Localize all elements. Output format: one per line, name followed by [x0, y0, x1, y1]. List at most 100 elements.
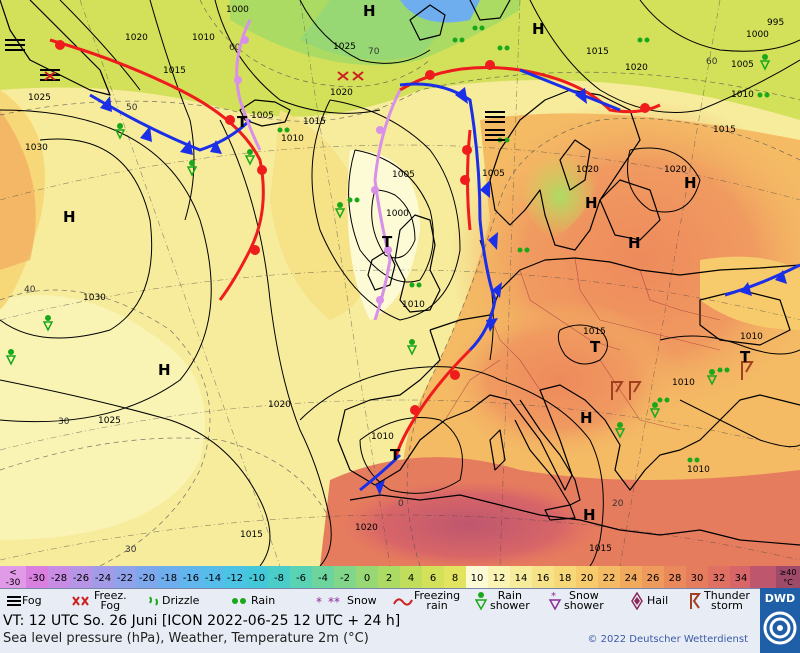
scale-cell: [180, 566, 202, 588]
scale-cell: [48, 566, 70, 588]
valid-time: VT: 12 UTC So. 26 Juni [ICON 2022-06-25 …: [3, 613, 401, 629]
scale-label: -24: [95, 573, 111, 584]
weather-map: 30 0 30 40 50 60 70 60 20: [0, 0, 800, 566]
scale-label: 0: [364, 573, 370, 584]
drizzle-icon: [149, 596, 158, 606]
scale-cell: [312, 566, 334, 588]
rain-shower-symbols: [5, 54, 771, 439]
scale-label: -8: [274, 573, 284, 584]
svg-text:50: 50: [126, 103, 138, 113]
scale-cell: [202, 566, 224, 588]
low-center: T: [390, 446, 401, 464]
high-center: H: [585, 194, 598, 212]
scale-label: 32: [713, 573, 726, 584]
scale-high-end-label: ≥40: [780, 568, 797, 577]
scale-label: -6: [296, 573, 306, 584]
pressure-centers: H H H H H H H H H T T T T T: [63, 2, 751, 524]
scale-label: 2: [386, 573, 392, 584]
rain-symbols: [277, 25, 770, 463]
scale-label: -16: [183, 573, 199, 584]
svg-text:1025: 1025: [28, 93, 51, 103]
map-info-panel: VT: 12 UTC So. 26 Juni [ICON 2022-06-25 …: [0, 612, 760, 653]
svg-text:1015: 1015: [163, 66, 186, 76]
scale-38-cell: [750, 566, 776, 588]
svg-text:*: *: [551, 591, 556, 602]
scale-label: -28: [51, 573, 67, 584]
scale-label: 12: [493, 573, 506, 584]
legend-rain-shower: Rain shower: [474, 589, 530, 613]
scale-label: 8: [452, 573, 458, 584]
legend-snow-shower: * Snow shower: [548, 589, 604, 613]
high-center: H: [684, 174, 697, 192]
scale-cell: [488, 566, 510, 588]
svg-text:1000: 1000: [386, 209, 409, 219]
legend-freezing-fog: Freez. Fog: [72, 589, 127, 613]
scale-cell: [554, 566, 576, 588]
scale-label: -26: [73, 573, 89, 584]
high-center: H: [628, 234, 641, 252]
svg-text:1025: 1025: [98, 416, 121, 426]
low-center: T: [740, 348, 751, 366]
isobar-labels: 1000 1010 1020 1025 1015 1005 1010 1000 …: [25, 5, 784, 554]
svg-text:1015: 1015: [240, 530, 263, 540]
scale-low-end: [0, 566, 26, 588]
scale-cell: [444, 566, 466, 588]
fog-icon: [7, 596, 21, 606]
scale-high-end-unit: °C: [783, 578, 793, 587]
scale-cell: [730, 566, 752, 588]
svg-text:1020: 1020: [625, 63, 648, 73]
scale-label: -20: [139, 573, 155, 584]
scale-low-end-label: -30: [6, 578, 21, 588]
scale-cell: [466, 566, 488, 588]
scale-cell: [422, 566, 444, 588]
svg-text:1020: 1020: [330, 88, 353, 98]
scale-cell: [268, 566, 290, 588]
scale-cell: [136, 566, 158, 588]
weather-legend: Fog Freez. Fog Drizzle Rain * ** Snow Fre…: [0, 588, 760, 614]
freezing-fog-icon: [72, 596, 89, 606]
rain-shower-icon: [474, 592, 488, 611]
scale-cell: [224, 566, 246, 588]
scale-label: 24: [625, 573, 638, 584]
scale-cell: [686, 566, 708, 588]
scale-label: 16: [537, 573, 550, 584]
scale-cell: [642, 566, 664, 588]
svg-text:1020: 1020: [125, 33, 148, 43]
svg-text:995: 995: [767, 18, 784, 28]
svg-text:1005: 1005: [392, 170, 415, 180]
scale-label: -30: [29, 573, 45, 584]
legend-rain: Rain: [230, 589, 275, 613]
temperature-field: [0, 0, 800, 566]
scale-cell: [378, 566, 400, 588]
high-center: H: [158, 361, 171, 379]
svg-text:60: 60: [706, 57, 718, 67]
fog-symbols: [5, 39, 505, 141]
svg-text:1020: 1020: [664, 165, 687, 175]
svg-text:1010: 1010: [371, 432, 394, 442]
high-center: H: [580, 409, 593, 427]
scale-label: -14: [205, 573, 221, 584]
scale-label: 6: [430, 573, 436, 584]
snow-icon: * **: [316, 595, 340, 608]
scale-label: -4: [318, 573, 328, 584]
svg-text:70: 70: [368, 47, 380, 57]
scale-cell: [598, 566, 620, 588]
scale-label: -22: [117, 573, 133, 584]
high-center: H: [583, 506, 596, 524]
legend-fog: Fog: [6, 589, 42, 613]
snow-shower-icon: *: [548, 591, 562, 611]
svg-text:40: 40: [24, 285, 36, 295]
scale-cell: [532, 566, 554, 588]
hail-icon: [631, 592, 643, 610]
legend-drizzle: Drizzle: [146, 589, 199, 613]
svg-text:1005: 1005: [251, 111, 274, 121]
svg-text:1000: 1000: [746, 30, 769, 40]
svg-text:1015: 1015: [303, 117, 326, 127]
low-center: T: [237, 113, 248, 131]
thunderstorm-icon: [690, 593, 701, 609]
scale-label: 26: [647, 573, 660, 584]
svg-text:1020: 1020: [355, 523, 378, 533]
thunderstorm-symbols: [611, 361, 754, 400]
scale-cell: [708, 566, 730, 588]
freezing-fog-symbols: [44, 71, 364, 81]
